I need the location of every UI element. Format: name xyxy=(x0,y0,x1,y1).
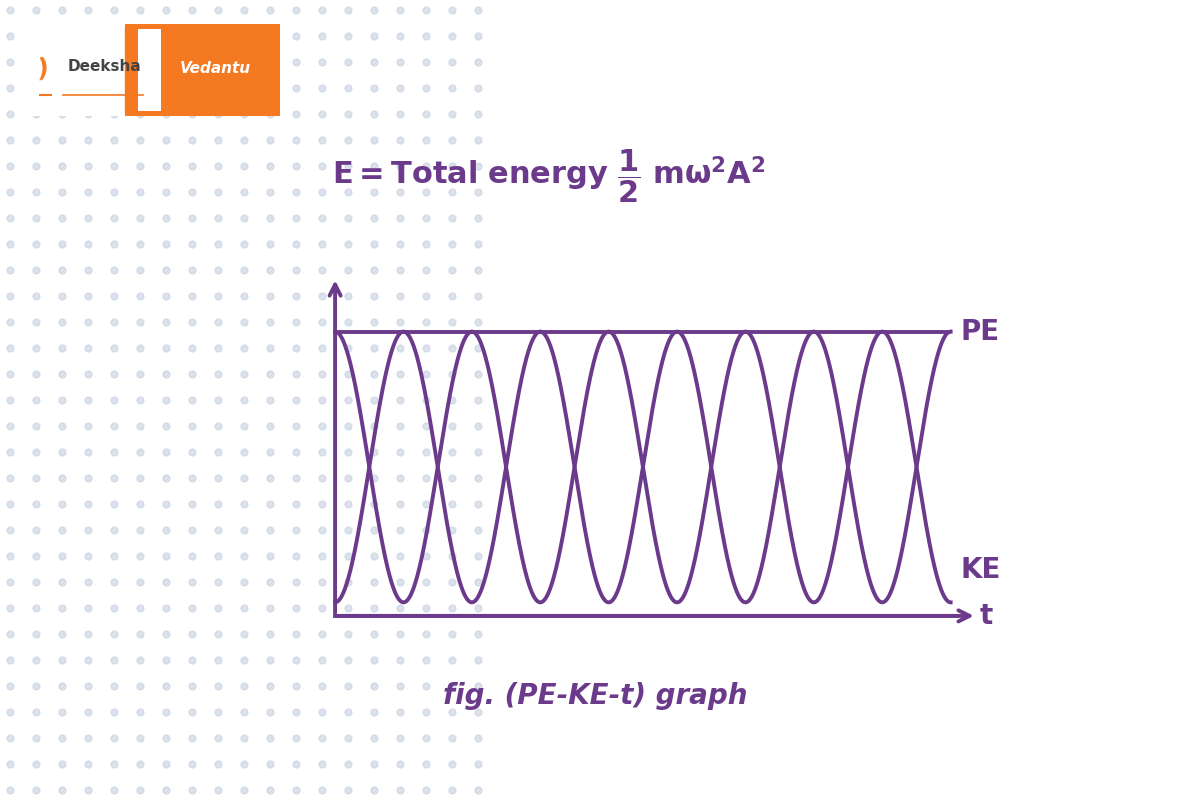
Text: Deeksha: Deeksha xyxy=(67,59,142,74)
Text: $\mathbf{E = Total\ energy}\ \dfrac{\mathbf{1}}{\mathbf{2}}\ \mathbf{m\omega^2A^: $\mathbf{E = Total\ energy}\ \dfrac{\mat… xyxy=(332,147,766,205)
Text: fig. (PE-KE-t) graph: fig. (PE-KE-t) graph xyxy=(443,682,748,710)
FancyBboxPatch shape xyxy=(125,14,292,126)
Text: Vedantu: Vedantu xyxy=(180,61,251,76)
Text: KE: KE xyxy=(961,556,1001,584)
FancyBboxPatch shape xyxy=(10,14,292,126)
FancyBboxPatch shape xyxy=(138,29,161,111)
Text: PE: PE xyxy=(961,318,1000,346)
Text: ): ) xyxy=(36,56,52,82)
Text: t: t xyxy=(979,602,992,630)
